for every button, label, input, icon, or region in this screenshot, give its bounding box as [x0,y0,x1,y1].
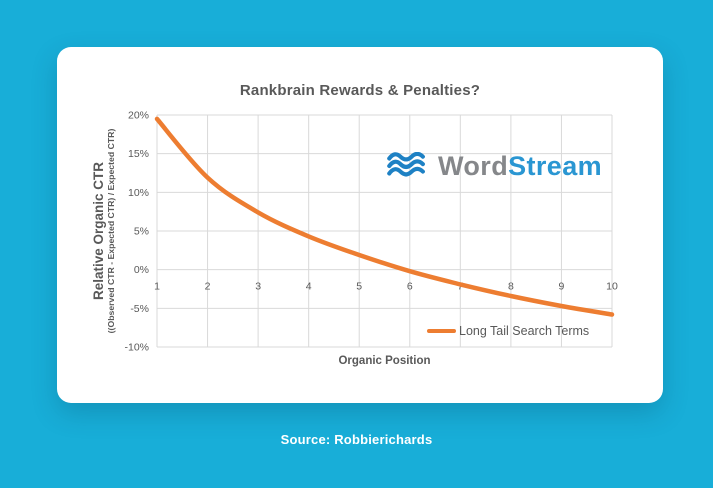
x-tick-label: 4 [306,281,312,293]
legend-line-swatch [427,328,456,334]
y-axis-title-sub: ((Observed CTR - Expected CTR) / Expecte… [106,128,116,334]
x-axis-title: Organic Position [338,355,431,367]
x-tick-label: 10 [606,281,618,293]
logo-stream: Stream [508,151,603,181]
source-caption: Source: Robbierichards [280,432,433,447]
wordstream-logo: WordStream [385,151,602,181]
x-tick-label: 5 [356,281,362,293]
chart-card: Rankbrain Rewards & Penalties? Relative … [57,47,663,403]
y-tick-label: -10% [124,342,149,354]
x-tick-label: 3 [255,281,261,293]
x-tick-label: 6 [407,281,413,293]
plot-area: 20% 15% 10% 5% 0% -5% -10% 1 2 3 4 5 6 7 8 9 10 [124,110,618,354]
y-tick-label: 20% [128,110,149,122]
y-tick-label: 5% [134,226,149,238]
y-tick-label: 10% [128,187,149,199]
y-tick-label: -5% [130,303,149,315]
x-tick-label: 7 [457,281,463,293]
chart-title: Rankbrain Rewards & Penalties? [239,82,481,99]
y-axis-title-main: Relative Organic CTR [91,161,106,301]
wordstream-wave-icon [387,152,425,177]
chart-legend: Long Tail Search Terms [427,323,589,339]
legend-label: Long Tail Search Terms [459,324,590,338]
y-axis-title: Relative Organic CTR ((Observed CTR - Ex… [91,129,117,334]
x-tick-label: 9 [559,281,565,293]
logo-word: Word [438,151,509,181]
x-tick-label: 1 [154,281,160,293]
y-tick-label: 0% [134,264,149,276]
logo-wordmark: WordStream [438,151,602,181]
series-line [154,116,615,317]
y-tick-label: 15% [128,148,149,160]
x-tick-label: 8 [508,281,514,293]
x-tick-label: 2 [205,281,211,293]
